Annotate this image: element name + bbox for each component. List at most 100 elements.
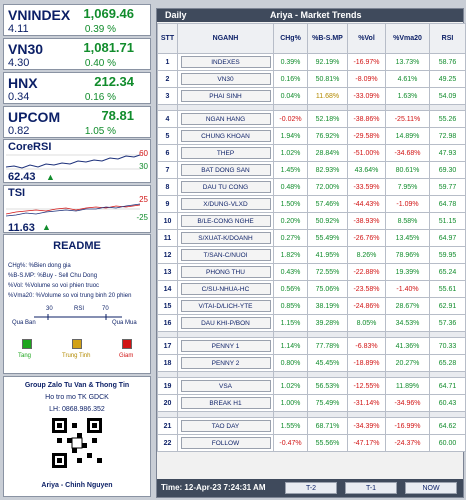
row-bs-mp: 45.45% (307, 354, 348, 372)
table-row[interactable]: 7 BAT DONG SAN 1.45% 82.93% 43.64% 80.61% 69.3… (157, 161, 466, 179)
row-sector: CHUNG KHOAN (177, 127, 274, 145)
row-vol: -33.59% (347, 178, 386, 196)
sector-button[interactable]: PENNY 2 (180, 357, 271, 369)
sector-button[interactable]: PHONG THU (180, 266, 271, 278)
sector-button[interactable]: PHAI SINH (180, 90, 271, 102)
index-card-vnindex[interactable]: VNINDEX 1,069.46 4.11 0.39 % (3, 4, 151, 36)
core-rsi-panel[interactable]: CoreRSI 60 30 62.43 ▲ (3, 139, 151, 183)
sector-button[interactable]: VSA (180, 380, 271, 392)
row-stt: 9 (157, 195, 178, 213)
row-bs-mp: 11.68% (307, 87, 348, 105)
row-bs-mp: 72.55% (307, 263, 348, 281)
row-sector: DAU TU CONG (177, 178, 274, 196)
index-card-hnx[interactable]: HNX 212.34 0.34 0.16 % (3, 72, 151, 104)
row-rsi: 51.15 (429, 212, 466, 230)
table-row[interactable]: 11 S/XUAT-K/DOANH 0.27% 55.49% -26.76% 13.45%… (157, 229, 466, 247)
col-header-vma20[interactable]: %Vma20 (385, 23, 430, 54)
row-vol: -29.58% (347, 127, 386, 145)
table-row[interactable]: 4 NGAN HANG -0.02% 52.18% -38.86% -25.11% 55.2… (157, 110, 466, 128)
sector-button[interactable]: T/SAN-C/NUOI (180, 249, 271, 261)
row-chg: 1.02% (273, 144, 308, 162)
sector-button[interactable]: S/XUAT-K/DOANH (180, 232, 271, 244)
sector-button[interactable]: PENNY 1 (180, 340, 271, 352)
table-row[interactable]: 9 X/DUNG-VLXD 1.50% 57.46% -44.43% -1.09% 64.7… (157, 195, 466, 213)
table-row[interactable]: 21 TAO DAY 1.55% 68.71% -34.39% -16.99% 64.62 (157, 417, 466, 435)
col-header-nganh[interactable]: NGANH (177, 23, 274, 54)
table-row[interactable]: 14 C/SU-NHUA-HC 0.56% 75.06% -23.58% -1.40% 55… (157, 280, 466, 298)
row-vma20: 7.95% (385, 178, 430, 196)
sector-button[interactable]: X/DUNG-VLXD (180, 198, 271, 210)
zone-label-oversold: Qua Ban (12, 320, 36, 326)
sector-button[interactable]: DAU KHI-P/BON (180, 317, 271, 329)
table-row[interactable]: 5 CHUNG KHOAN 1.94% 76.92% -29.58% 14.89% 72.9… (157, 127, 466, 145)
t-minus-2-button[interactable]: T-2 (285, 482, 337, 494)
row-vma20: 1.63% (385, 87, 430, 105)
table-row[interactable]: 10 B/LE-CONG NGHE 0.20% 50.92% -38.93% 8.58% 5… (157, 212, 466, 230)
row-vma20: 4.61% (385, 70, 430, 88)
row-sector: BREAK H1 (177, 394, 274, 412)
row-vma20: 8.58% (385, 212, 430, 230)
row-rsi: 55.26 (429, 110, 466, 128)
sector-button[interactable]: C/SU-NHUA-HC (180, 283, 271, 295)
table-row[interactable]: 22 FOLLOW -0.47% 55.56% -47.17% -24.37% 60.00 (157, 434, 466, 452)
sector-button[interactable]: V/TAI-D/LICH-YTE (180, 300, 271, 312)
sector-button[interactable]: BAT DONG SAN (180, 164, 271, 176)
col-header-stt[interactable]: STT (157, 23, 178, 54)
core-rsi-value: 62.43 (8, 171, 36, 183)
row-stt: 8 (157, 178, 178, 196)
table-row[interactable]: 13 PHONG THU 0.43% 72.55% -22.88% 19.39% 65.24 (157, 263, 466, 281)
col-header-bs-mp[interactable]: %B-S.MP (307, 23, 348, 54)
col-header-chg[interactable]: CHg% (273, 23, 308, 54)
table-row[interactable]: 18 PENNY 2 0.80% 45.45% -18.89% 20.27% 65.28 (157, 354, 466, 372)
sector-button[interactable]: DAU TU CONG (180, 181, 271, 193)
row-bs-mp: 55.56% (307, 434, 348, 452)
table-row[interactable]: 8 DAU TU CONG 0.48% 72.00% -33.59% 7.95% 59.77 (157, 178, 466, 196)
sector-button[interactable]: BREAK H1 (180, 397, 271, 409)
t-minus-1-button[interactable]: T-1 (345, 482, 397, 494)
index-card-upcom[interactable]: UPCOM 78.81 0.82 1.05 % (3, 106, 151, 138)
row-vol: -31.14% (347, 394, 386, 412)
table-row[interactable]: 19 VSA 1.02% 56.53% -12.55% 11.89% 64.71 (157, 377, 466, 395)
sector-button[interactable]: NGAN HANG (180, 113, 271, 125)
index-value: 1,069.46 (83, 6, 134, 21)
table-row[interactable]: 20 BREAK H1 1.00% 75.49% -31.14% -34.96% 60.43 (157, 394, 466, 412)
table-spacer-row (157, 331, 466, 338)
table-row[interactable]: 17 PENNY 1 1.14% 77.78% -6.83% 41.36% 70.33 (157, 337, 466, 355)
qr-code-icon[interactable] (52, 418, 102, 468)
index-change: 4.11 (8, 23, 29, 35)
col-header-rsi[interactable]: RSI (429, 23, 466, 54)
sector-button[interactable]: B/LE-CONG NGHE (180, 215, 271, 227)
now-button[interactable]: NOW (405, 482, 457, 494)
tsi-panel[interactable]: TSI 25 -25 11.63 ▲ (3, 185, 151, 234)
row-chg: 1.15% (273, 314, 308, 332)
panel-title: Ariya - Market Trends (270, 10, 362, 20)
row-bs-mp: 39.28% (307, 314, 348, 332)
tab-daily[interactable]: Daily (165, 10, 187, 20)
rsi-scale-30: 30 (46, 306, 53, 312)
sector-button[interactable]: CHUNG KHOAN (180, 130, 271, 142)
row-bs-mp: 77.78% (307, 337, 348, 355)
row-vma20: -34.68% (385, 144, 430, 162)
sector-button[interactable]: VN30 (180, 73, 271, 85)
row-chg: 1.00% (273, 394, 308, 412)
table-row[interactable]: 3 PHAI SINH 0.04% 11.68% -33.09% 1.63% 54.09 (157, 87, 466, 105)
row-bs-mp: 28.84% (307, 144, 348, 162)
table-row[interactable]: 1 INDEXES 0.39% 92.19% -16.97% 13.73% 58.76 (157, 53, 466, 71)
row-rsi: 47.93 (429, 144, 466, 162)
sector-button[interactable]: THEP (180, 147, 271, 159)
table-row[interactable]: 2 VN30 0.16% 50.81% -8.09% 4.61% 49.25 (157, 70, 466, 88)
sector-button[interactable]: FOLLOW (180, 437, 271, 449)
up-arrow-icon: ▲ (46, 172, 55, 182)
index-card-vn30[interactable]: VN30 1,081.71 4.30 0.40 % (3, 38, 151, 70)
table-row[interactable]: 6 THEP 1.02% 28.84% -51.00% -34.68% 47.93 (157, 144, 466, 162)
row-vol: -38.93% (347, 212, 386, 230)
table-body: 1 INDEXES 0.39% 92.19% -16.97% 13.73% 58.76 2 VN… (157, 53, 466, 452)
table-row[interactable]: 16 DAU KHI-P/BON 1.15% 39.28% 8.05% 34.53% 57.… (157, 314, 466, 332)
col-header-vol[interactable]: %Vol (347, 23, 386, 54)
sector-button[interactable]: INDEXES (180, 56, 271, 68)
table-row[interactable]: 12 T/SAN-C/NUOI 1.82% 41.95% 8.26% 78.96% 59.9… (157, 246, 466, 264)
sector-button[interactable]: TAO DAY (180, 420, 271, 432)
row-sector: PHONG THU (177, 263, 274, 281)
table-row[interactable]: 15 V/TAI-D/LICH-YTE 0.85% 38.19% -24.86% 28.6… (157, 297, 466, 315)
signal-label: Trung Tinh (62, 353, 91, 359)
